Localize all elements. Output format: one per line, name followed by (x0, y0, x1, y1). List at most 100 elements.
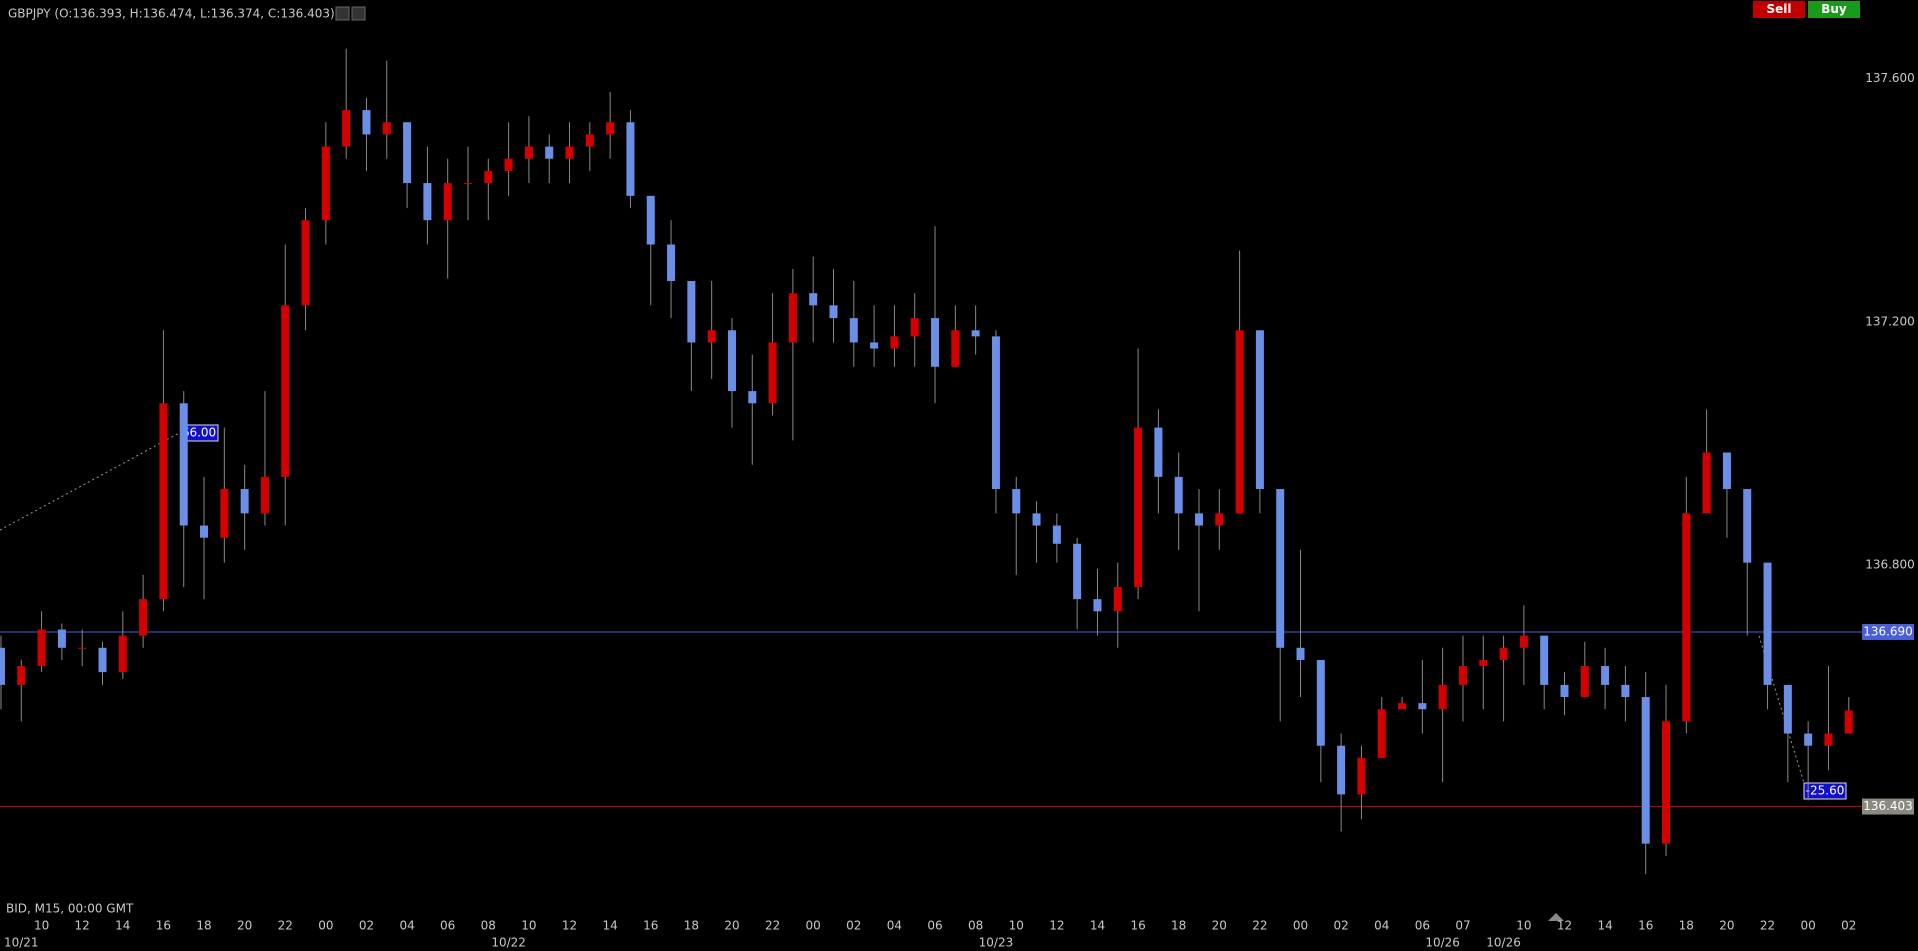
x-tick-label: 10 (34, 919, 49, 933)
x-tick-label: 00 (1293, 919, 1308, 933)
candle-body (403, 122, 412, 184)
buy-button[interactable]: Buy (1808, 1, 1860, 18)
candle-body (1580, 666, 1589, 698)
x-tick-label: 20 (237, 919, 252, 933)
x-tick-label: 16 (156, 919, 171, 933)
candle-body (57, 629, 66, 648)
x-tick-label: 04 (399, 919, 414, 933)
candle-body (788, 293, 797, 343)
x-tick-label: 02 (1333, 919, 1348, 933)
x-tick-label: 18 (684, 919, 699, 933)
candle-body (1113, 586, 1122, 612)
icon-button[interactable] (351, 6, 366, 21)
y-tick-label: 137.600 (1865, 71, 1915, 85)
x-tick-label: 14 (115, 919, 130, 933)
candle-body (220, 489, 229, 538)
x-tick-label: 20 (1719, 919, 1734, 933)
candle-body (931, 318, 940, 367)
candle-body (809, 293, 818, 306)
x-tick-label: 02 (359, 919, 374, 933)
candle-body (1174, 476, 1183, 514)
candle-body (1601, 666, 1610, 685)
x-tick-label: 06 (440, 919, 455, 933)
candle-body (1316, 659, 1325, 746)
x-tick-label: 07 (1455, 919, 1470, 933)
candle-body (1255, 330, 1264, 490)
x-tick-label: 10 (1009, 919, 1024, 933)
candle-body (991, 336, 1000, 490)
candle-body (524, 146, 533, 159)
x-tick-label: 04 (887, 919, 902, 933)
candle-body (768, 342, 777, 404)
x-tick-label: 08 (481, 919, 496, 933)
x-tick-label: 20 (1212, 919, 1227, 933)
candle-body (504, 158, 513, 171)
candle-body (951, 330, 960, 367)
candle-body (1540, 635, 1549, 685)
x-tick-label: 16 (1638, 919, 1653, 933)
x-tick-label: 04 (1374, 919, 1389, 933)
x-tick-label: 10 (521, 919, 536, 933)
candle-body (1702, 452, 1711, 514)
candle-body (139, 599, 148, 636)
x-tick-label: 02 (846, 919, 861, 933)
candle-body (1093, 599, 1102, 612)
x-tick-label: 18 (1171, 919, 1186, 933)
candle-body (240, 489, 249, 514)
candle-body (1296, 647, 1305, 660)
candle-body (1398, 703, 1407, 710)
trend-line (0, 431, 182, 531)
candle-body (667, 244, 676, 282)
candle-body (1641, 697, 1650, 844)
candle-body (1499, 647, 1508, 660)
candle-body (443, 183, 452, 221)
candle-body (301, 220, 310, 306)
candle-body (1235, 330, 1244, 514)
date-label: 10/26 (1486, 936, 1521, 950)
candle-body (1418, 703, 1427, 710)
candle-body (849, 318, 858, 343)
candle-body (179, 403, 188, 526)
annotation-box (1803, 782, 1847, 800)
candle-body (829, 305, 838, 319)
candle-body (1519, 635, 1528, 648)
sell-button[interactable]: Sell (1753, 1, 1805, 18)
x-tick-label: 22 (278, 919, 293, 933)
annotation: 66.00 (182, 426, 216, 440)
candle-body (1763, 562, 1772, 685)
candle-body (565, 146, 574, 159)
candle-body (342, 110, 351, 147)
candle-body (748, 391, 757, 404)
x-tick-label: 06 (1415, 919, 1430, 933)
chart-title: GBPJPY (O:136.393, H:136.474, L:136.374,… (8, 7, 335, 21)
candle-body (484, 170, 493, 184)
x-tick-label: 14 (602, 919, 617, 933)
status-label: BID, M15, 00:00 GMT (6, 902, 134, 916)
x-tick-label: 20 (724, 919, 739, 933)
candle-body (1621, 684, 1630, 698)
x-tick-label: 22 (1252, 919, 1267, 933)
candle-body (1154, 427, 1163, 477)
candle-body (423, 183, 432, 221)
x-tick-label: 00 (1801, 919, 1816, 933)
y-tick-label: 137.200 (1865, 314, 1915, 328)
x-tick-label: 14 (1090, 919, 1105, 933)
candle-body (727, 330, 736, 392)
x-tick-label: 10 (1516, 919, 1531, 933)
price-label-box (1862, 623, 1914, 640)
candle-body (1377, 709, 1386, 758)
x-tick-label: 12 (75, 919, 90, 933)
candle-body (545, 146, 554, 159)
date-label: 10/23 (979, 936, 1014, 950)
candle-body (1357, 757, 1366, 795)
icon-button[interactable] (335, 6, 350, 21)
candle-body (464, 183, 473, 185)
scroll-marker[interactable] (1548, 913, 1564, 921)
candle-body (1743, 489, 1752, 563)
y-tick-label: 136.800 (1865, 558, 1915, 572)
price-label: 136.690 (1863, 624, 1913, 638)
candle-body (362, 110, 371, 135)
candle-body (382, 122, 391, 135)
x-tick-label: 12 (1557, 919, 1572, 933)
